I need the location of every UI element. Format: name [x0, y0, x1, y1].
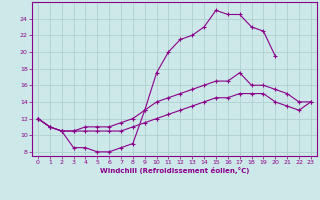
X-axis label: Windchill (Refroidissement éolien,°C): Windchill (Refroidissement éolien,°C) — [100, 167, 249, 174]
